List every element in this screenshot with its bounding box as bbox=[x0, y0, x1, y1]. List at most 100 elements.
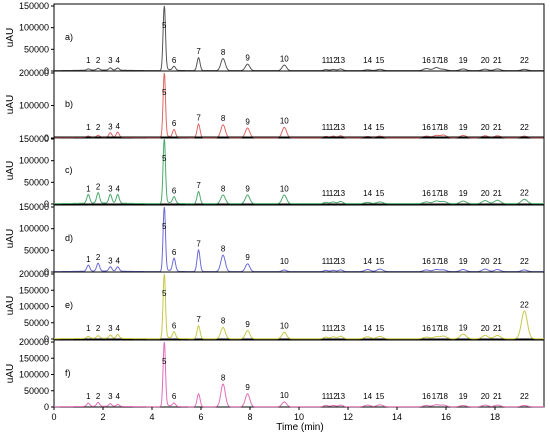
peak-label: 13 bbox=[336, 257, 345, 266]
y-tick-label: 0 bbox=[44, 133, 49, 143]
peak-label: 7 bbox=[196, 315, 201, 324]
peak-label: 18 bbox=[439, 257, 448, 266]
y-tick-label: 100000 bbox=[19, 302, 49, 312]
peak-label: 22 bbox=[520, 392, 529, 401]
peak-label: 17 bbox=[432, 56, 441, 65]
peak-label: 4 bbox=[115, 257, 120, 266]
peak-label: 10 bbox=[280, 117, 289, 126]
x-tick-label: 0 bbox=[51, 412, 56, 422]
peak-label: 1 bbox=[86, 255, 91, 264]
panel-label: e) bbox=[65, 300, 73, 310]
peak-label: 2 bbox=[96, 123, 101, 132]
y-tick-label: 100000 bbox=[19, 101, 49, 111]
y-tick-label: 150000 bbox=[19, 202, 49, 212]
peak-label: 6 bbox=[172, 56, 177, 65]
peak-label: 3 bbox=[108, 324, 113, 333]
peak-label: 2 bbox=[96, 183, 101, 192]
peak-label: 20 bbox=[481, 56, 490, 65]
panel-label: d) bbox=[65, 233, 73, 243]
y-tick-label: 150000 bbox=[19, 134, 49, 144]
peak-label: 9 bbox=[245, 54, 250, 63]
peak-label: 22 bbox=[520, 123, 529, 132]
peak-label: 2 bbox=[96, 324, 101, 333]
peak-label: 19 bbox=[459, 392, 468, 401]
peak-label: 6 bbox=[172, 119, 177, 128]
peak-label: 22 bbox=[520, 56, 529, 65]
panel-label: f) bbox=[65, 368, 71, 378]
y-tick-label: 150000 bbox=[19, 285, 49, 295]
peak-label: 11 bbox=[322, 123, 331, 132]
peak-label: 10 bbox=[280, 54, 289, 63]
peak-label: 7 bbox=[196, 239, 201, 248]
peak-label: 11 bbox=[322, 56, 331, 65]
peak-label: 18 bbox=[439, 392, 448, 401]
peak-label: 5 bbox=[162, 154, 167, 163]
peak-label: 19 bbox=[459, 323, 468, 332]
y-tick-label: 0 bbox=[44, 334, 49, 344]
y-tick-label: 200000 bbox=[19, 68, 49, 78]
peak-label: 3 bbox=[108, 257, 113, 266]
peak-label: 20 bbox=[481, 257, 490, 266]
y-tick-label: 50000 bbox=[24, 386, 49, 396]
panel-frame bbox=[53, 70, 545, 139]
peak-label: 8 bbox=[221, 373, 226, 382]
peak-label: 21 bbox=[493, 189, 502, 198]
peak-label: 15 bbox=[375, 56, 384, 65]
peak-label: 11 bbox=[322, 392, 331, 401]
peak-label: 3 bbox=[108, 122, 113, 131]
y-axis-label: uAU bbox=[5, 28, 16, 47]
peak-label: 14 bbox=[363, 56, 372, 65]
panel-frame bbox=[53, 271, 545, 340]
peak-label: 5 bbox=[162, 357, 167, 366]
peak-label: 15 bbox=[375, 392, 384, 401]
peak-label: 19 bbox=[459, 56, 468, 65]
peak-label: 15 bbox=[375, 257, 384, 266]
peak-label: 8 bbox=[221, 184, 226, 193]
peak-label: 9 bbox=[245, 184, 250, 193]
panel-frame bbox=[53, 339, 545, 408]
peak-label: 12 bbox=[329, 324, 338, 333]
peak-label: 3 bbox=[108, 56, 113, 65]
peak-label: 22 bbox=[520, 257, 529, 266]
peak-label: 10 bbox=[280, 257, 289, 266]
peak-label: 12 bbox=[329, 392, 338, 401]
x-tick-label: 18 bbox=[490, 412, 500, 422]
y-tick-label: 50000 bbox=[24, 318, 49, 328]
peak-label: 18 bbox=[439, 189, 448, 198]
peak-label: 1 bbox=[86, 392, 91, 401]
x-tick-label: 16 bbox=[441, 412, 451, 422]
peak-label: 17 bbox=[432, 392, 441, 401]
y-axis-label: uAU bbox=[5, 161, 16, 180]
peak-label: 4 bbox=[115, 122, 120, 131]
peak-label: 15 bbox=[375, 123, 384, 132]
y-tick-label: 0 bbox=[44, 199, 49, 209]
peak-label: 15 bbox=[375, 189, 384, 198]
peak-label: 22 bbox=[520, 189, 529, 198]
chromatogram-trace bbox=[54, 138, 544, 205]
peak-label: 1 bbox=[86, 56, 91, 65]
panel-frame bbox=[53, 204, 545, 273]
peak-label: 16 bbox=[422, 56, 431, 65]
x-tick-label: 2 bbox=[100, 412, 105, 422]
peak-label: 17 bbox=[432, 123, 441, 132]
peak-label: 15 bbox=[375, 324, 384, 333]
peak-label: 21 bbox=[493, 324, 502, 333]
y-tick-label: 150000 bbox=[19, 353, 49, 363]
peak-label: 16 bbox=[422, 324, 431, 333]
peak-label: 20 bbox=[481, 324, 490, 333]
peak-label: 17 bbox=[432, 324, 441, 333]
peak-label: 3 bbox=[108, 184, 113, 193]
peak-label: 19 bbox=[459, 123, 468, 132]
chromatogram-trace bbox=[54, 5, 544, 72]
x-axis: 0 2 4 6 8 10 12 14 16 18 bbox=[51, 407, 500, 422]
peak-label: 10 bbox=[280, 391, 289, 400]
y-tick-label: 100000 bbox=[19, 370, 49, 380]
peak-label: 6 bbox=[172, 248, 177, 257]
peak-label: 21 bbox=[493, 123, 502, 132]
peak-label: 5 bbox=[162, 88, 167, 97]
peak-label: 9 bbox=[245, 253, 250, 262]
